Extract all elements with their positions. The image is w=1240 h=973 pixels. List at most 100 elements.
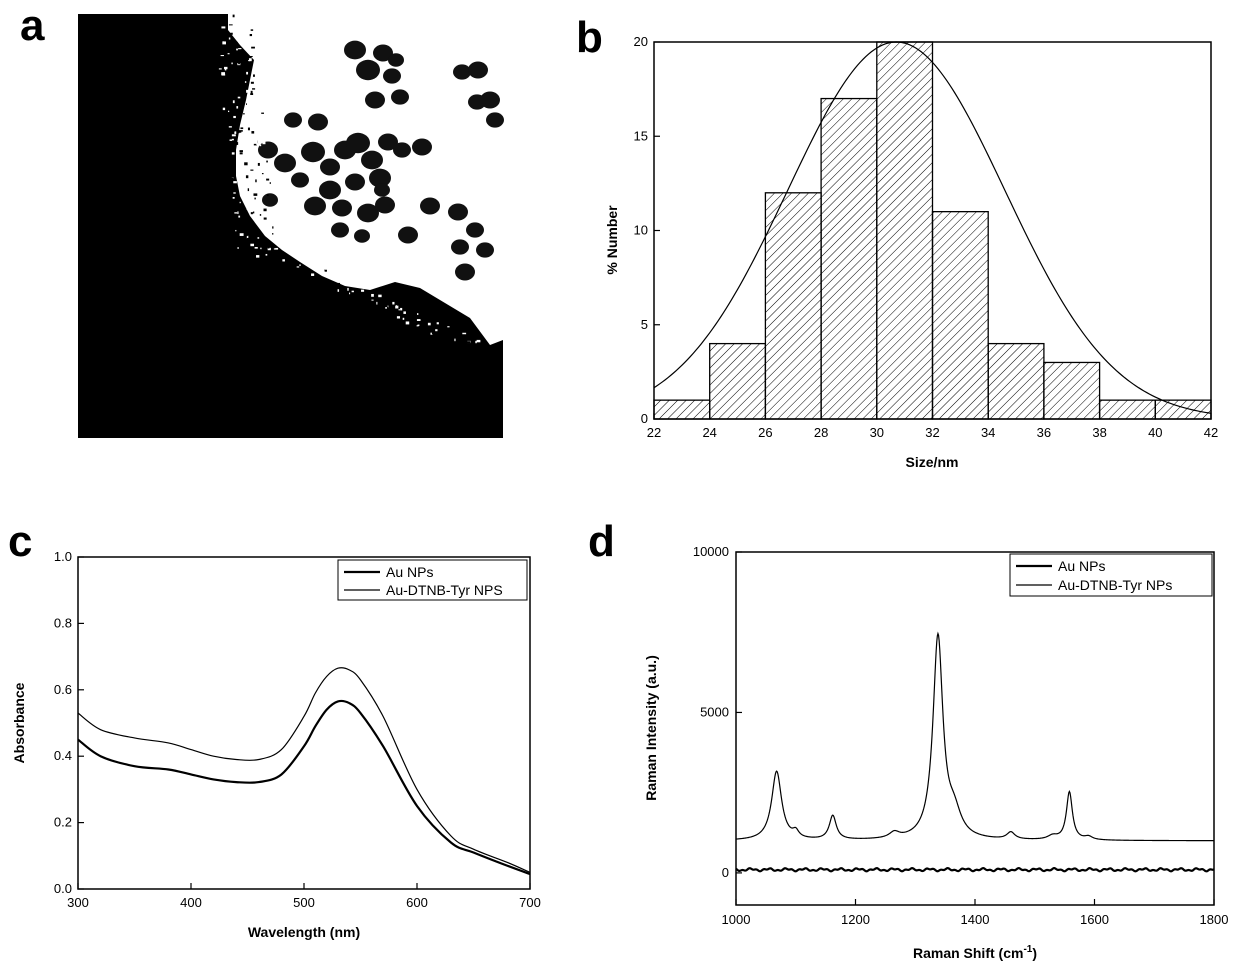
nanoparticle bbox=[468, 62, 488, 79]
tem-speckle bbox=[323, 270, 324, 273]
x-tick-label: 36 bbox=[1037, 425, 1051, 440]
tem-speckle bbox=[226, 116, 227, 118]
tem-speckle bbox=[241, 96, 242, 97]
tem-speckle bbox=[238, 48, 241, 49]
tem-speckle bbox=[352, 291, 354, 293]
x-tick-label: 32 bbox=[925, 425, 939, 440]
tem-speckle bbox=[454, 339, 455, 342]
tem-speckle bbox=[440, 337, 441, 339]
tem-speckle bbox=[238, 216, 240, 218]
legend-label-au-nps-d: Au NPs bbox=[1058, 558, 1105, 574]
nanoparticle bbox=[346, 133, 370, 153]
tem-speckle bbox=[392, 302, 394, 305]
x-tick-label: 34 bbox=[981, 425, 995, 440]
tem-speckle bbox=[467, 341, 471, 343]
tem-speckle bbox=[238, 97, 241, 99]
tem-speckle bbox=[408, 314, 412, 316]
tem-speckle bbox=[229, 160, 230, 162]
tem-speckle bbox=[247, 209, 250, 210]
y-axis-label-d: Raman Intensity (a.u.) bbox=[643, 655, 659, 800]
y-axis-label-b: % Number bbox=[604, 205, 620, 275]
panel-label-c: c bbox=[8, 517, 32, 566]
tem-speckle bbox=[430, 327, 433, 329]
x-tick-label: 600 bbox=[406, 895, 428, 910]
tem-speckle bbox=[435, 329, 437, 331]
nanoparticle bbox=[319, 181, 341, 200]
tem-speckle bbox=[243, 91, 245, 92]
nanoparticle bbox=[391, 89, 409, 104]
tem-speckle bbox=[240, 24, 242, 26]
x-tick-label: 1400 bbox=[961, 912, 990, 927]
tem-speckle bbox=[229, 166, 233, 169]
nanoparticle bbox=[331, 222, 349, 237]
tem-speckle bbox=[252, 88, 255, 89]
plot-frame-d bbox=[736, 552, 1214, 905]
nanoparticle bbox=[258, 142, 278, 159]
absorbance-chart: 300400500600700 0.00.20.40.60.81.0 Wavel… bbox=[11, 549, 541, 940]
x-tick-label: 38 bbox=[1092, 425, 1106, 440]
histogram-bar bbox=[1155, 400, 1211, 419]
nanoparticle bbox=[356, 60, 380, 80]
tem-speckle bbox=[395, 306, 398, 309]
tem-speckle bbox=[236, 106, 238, 108]
y-tick-label: 10 bbox=[634, 223, 648, 238]
nanoparticle bbox=[332, 200, 352, 217]
panel-label-a: a bbox=[20, 1, 45, 50]
tem-speckle bbox=[475, 341, 476, 343]
tem-speckle bbox=[247, 238, 250, 241]
tem-speckle bbox=[251, 47, 255, 49]
series-line-au-dtnb-tyr-d bbox=[736, 634, 1214, 841]
tem-speckle bbox=[234, 16, 237, 18]
nanoparticle bbox=[345, 174, 365, 191]
tem-speckle bbox=[253, 97, 255, 99]
y-tick-label: 0.4 bbox=[54, 748, 72, 763]
tem-speckle bbox=[270, 182, 271, 184]
tem-speckle bbox=[250, 34, 252, 36]
tem-speckle bbox=[262, 173, 264, 174]
tem-speckle bbox=[252, 153, 254, 155]
tem-speckle bbox=[230, 83, 232, 85]
nanoparticle bbox=[365, 92, 385, 109]
tem-speckle bbox=[250, 134, 251, 136]
tem-speckle bbox=[261, 113, 264, 114]
tem-speckle bbox=[221, 55, 224, 56]
tem-speckle bbox=[238, 231, 239, 233]
y-tick-label: 5 bbox=[641, 317, 648, 332]
tem-speckle bbox=[247, 65, 250, 67]
histogram-bar bbox=[710, 344, 766, 419]
tem-speckle bbox=[241, 242, 244, 244]
tem-speckle bbox=[250, 235, 253, 237]
tem-speckle bbox=[432, 332, 434, 335]
tem-speckle bbox=[272, 226, 273, 228]
tem-speckle bbox=[248, 116, 249, 118]
x-tick-label: 1200 bbox=[841, 912, 870, 927]
tem-speckle bbox=[232, 134, 236, 136]
tem-speckle bbox=[261, 241, 264, 243]
tem-speckle bbox=[251, 212, 253, 214]
tem-speckle bbox=[250, 244, 254, 246]
y-tick-label: 0 bbox=[722, 865, 729, 880]
plot-frame-c bbox=[78, 557, 530, 889]
nanoparticle bbox=[448, 204, 468, 221]
tem-speckle bbox=[257, 237, 259, 238]
tem-speckle bbox=[264, 217, 267, 219]
nanoparticle bbox=[476, 242, 494, 257]
tem-speckle bbox=[244, 169, 246, 170]
tem-speckle bbox=[248, 60, 250, 61]
tem-speckle bbox=[243, 113, 245, 114]
nanoparticle bbox=[388, 53, 404, 67]
nanoparticle bbox=[301, 142, 325, 162]
tem-speckle bbox=[258, 163, 260, 166]
tem-speckle bbox=[253, 74, 255, 76]
nanoparticle bbox=[486, 112, 504, 127]
tem-speckle bbox=[240, 152, 243, 154]
tem-speckle bbox=[335, 274, 336, 276]
tem-speckle bbox=[303, 267, 304, 269]
tem-speckle bbox=[273, 237, 275, 240]
tem-speckle bbox=[230, 33, 232, 35]
tem-speckle bbox=[254, 137, 256, 139]
tem-speckle bbox=[254, 198, 255, 200]
tem-speckle bbox=[253, 193, 257, 195]
y-tick-label: 15 bbox=[634, 128, 648, 143]
tem-speckle bbox=[225, 45, 226, 47]
